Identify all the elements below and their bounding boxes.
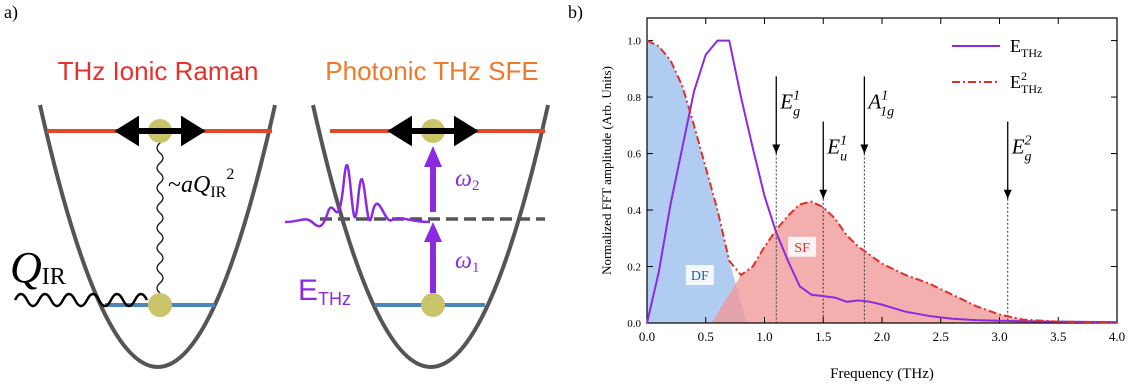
text: E: [1010, 36, 1021, 56]
arrow-head: [772, 144, 781, 154]
q-ir-label: QIR: [10, 243, 66, 292]
text: THz: [318, 289, 351, 309]
text: IR: [210, 184, 226, 201]
omega-1: ω1: [455, 248, 479, 276]
legend-label: ETHz: [1010, 36, 1042, 60]
arrow-head: [1003, 189, 1012, 199]
text: 1: [840, 134, 847, 149]
mode-label: A1 1g: [866, 88, 894, 119]
text: IR: [42, 264, 66, 290]
ion: [421, 293, 445, 317]
arrow-head: [860, 144, 869, 154]
x-tick-label: 2.0: [874, 329, 890, 344]
x-tick-label: 3.0: [991, 329, 1007, 344]
vibration-arrow: [387, 115, 479, 147]
text: ~: [168, 172, 181, 198]
df-region: [647, 40, 747, 324]
mode-label: E1 g: [779, 88, 800, 119]
ir-wave: [13, 292, 149, 308]
arrow-head: [424, 222, 442, 242]
text: E: [1010, 72, 1021, 92]
title-right: Photonic THz SFE: [325, 56, 538, 86]
region-label: SF: [794, 241, 810, 256]
x-tick-label: 4.0: [1109, 329, 1125, 344]
coupling-label: ~aQIR2: [168, 166, 234, 201]
x-tick-label: 2.5: [933, 329, 949, 344]
text: 1: [472, 260, 480, 276]
text: 2: [1025, 134, 1032, 149]
panel-label: a): [4, 2, 18, 23]
x-tick-label: 3.5: [1050, 329, 1066, 344]
text: 2: [472, 178, 480, 194]
text: 2: [1021, 69, 1027, 83]
y-tick-label: 0.8: [627, 92, 641, 104]
text: g: [1025, 150, 1032, 165]
wavy-coupling: [156, 132, 164, 294]
title-left: THz Ionic Raman: [58, 56, 259, 86]
text: E: [779, 89, 793, 113]
mode-label: E2 g: [1011, 134, 1032, 165]
x-tick-label: 0.5: [698, 329, 714, 344]
text: Q: [193, 172, 210, 198]
y-tick-label: 0.2: [627, 262, 641, 274]
text: 1g: [880, 104, 894, 119]
text: 2: [226, 166, 234, 183]
ion: [148, 293, 172, 317]
text: Q: [10, 243, 42, 292]
text: u: [840, 150, 847, 165]
text: THz: [1021, 46, 1042, 60]
panel-label: b): [568, 2, 583, 23]
potential-well: [38, 104, 277, 369]
text: A: [866, 89, 881, 113]
y-tick-label: 0.6: [627, 149, 641, 161]
x-tick-label: 1.5: [815, 329, 831, 344]
thz-pulse: [284, 163, 431, 228]
vibration-arrow: [114, 115, 206, 147]
e-thz-label: ETHz: [298, 274, 351, 309]
x-axis-title: Frequency (THz): [830, 366, 934, 382]
text: E: [1011, 135, 1025, 159]
text: 1: [793, 88, 800, 103]
text: E: [826, 135, 840, 159]
mode-label: E1 u: [826, 134, 847, 165]
y-tick-label: 1.0: [627, 36, 641, 48]
label-box: [685, 264, 714, 285]
text: ω: [455, 166, 472, 192]
text: g: [793, 104, 800, 119]
omega-2: ω2: [455, 166, 479, 194]
y-tick-label: 0.4: [627, 205, 641, 217]
series-line: [646, 39, 1118, 324]
x-tick-label: 0.0: [639, 329, 655, 344]
sf-region: [711, 201, 1117, 323]
label-box: [788, 236, 817, 257]
legend-label: E2 THz: [1010, 69, 1042, 96]
panel-a: a) THz Ionic Raman Photonic THz SFE ~aQI…: [4, 2, 550, 369]
region-label: DF: [691, 269, 709, 284]
text: THz: [1021, 82, 1042, 96]
x-tick-label: 1.0: [756, 329, 772, 344]
arrow-head: [424, 146, 442, 167]
panel-b: b) Frequency (THz) Normalized FFT amplitud…: [568, 2, 1125, 382]
y-axis-title: Normalized FFT amplitude (Arb. Units): [599, 66, 614, 275]
potential-well: [311, 104, 550, 369]
text: 1: [881, 88, 887, 103]
text: ω: [455, 248, 472, 274]
series-line: [646, 39, 1118, 324]
text: a: [181, 172, 193, 198]
arrow-head: [819, 189, 828, 199]
text: E: [298, 274, 318, 307]
y-tick-label: 0.0: [627, 318, 641, 330]
